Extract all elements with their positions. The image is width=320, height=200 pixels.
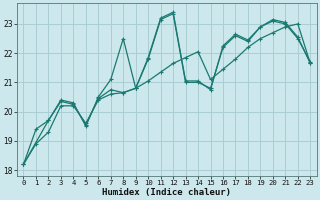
X-axis label: Humidex (Indice chaleur): Humidex (Indice chaleur) [102,188,231,197]
